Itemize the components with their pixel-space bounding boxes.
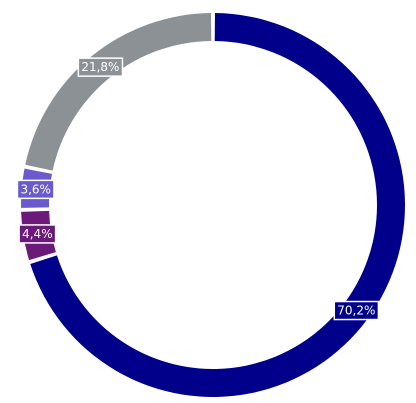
data-label-4-4: 4,4% xyxy=(18,224,57,244)
data-label-3-6: 3,6% xyxy=(16,179,55,200)
data-label-box xyxy=(18,224,57,244)
data-label-box xyxy=(16,179,55,200)
donut-slice-21-8[interactable] xyxy=(25,13,212,171)
data-label-text: 4,4% xyxy=(22,227,53,241)
data-label-box xyxy=(77,57,124,77)
data-label-text: 3,6% xyxy=(20,182,51,196)
data-label-box xyxy=(333,300,380,321)
data-label-text: 21,8% xyxy=(81,60,119,74)
data-label-text: 70,2% xyxy=(337,304,375,318)
data-label-21-8: 21,8% xyxy=(77,57,124,77)
labels-layer: 70,2% 4,4% 3,6% 21,8% xyxy=(16,57,380,321)
data-label-70-2: 70,2% xyxy=(333,300,380,321)
